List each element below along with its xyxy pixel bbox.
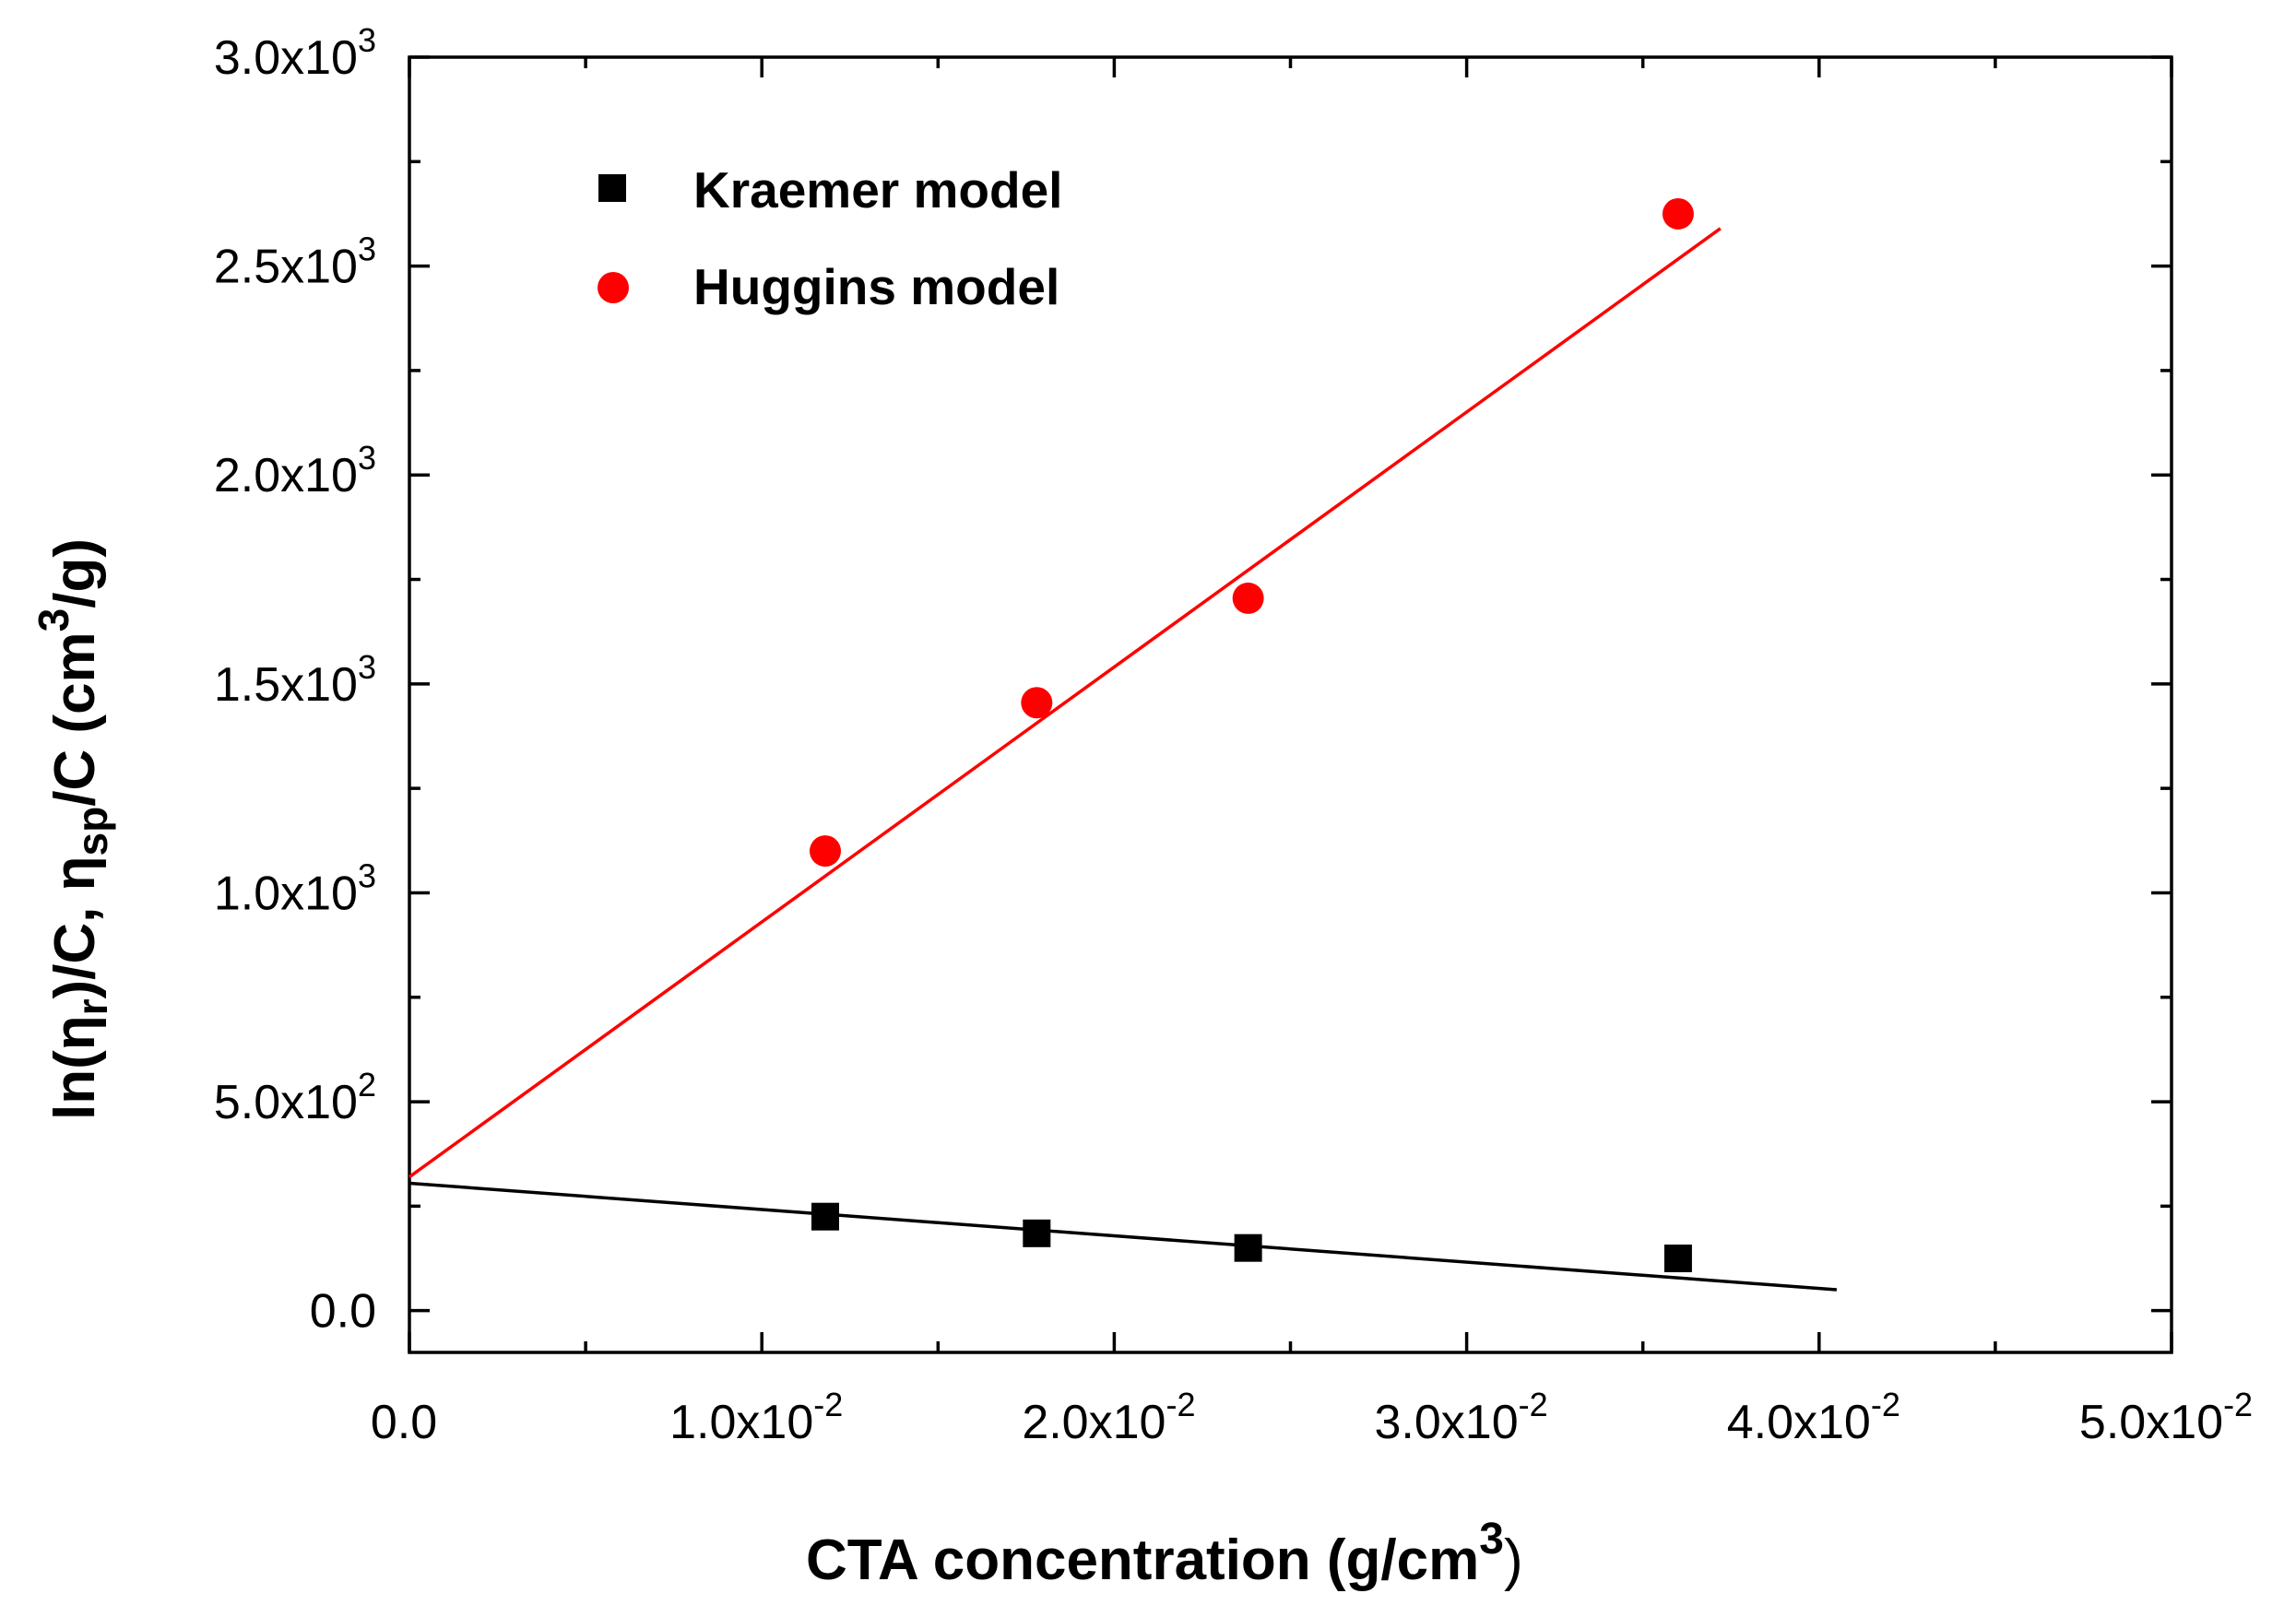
point-kraemer	[811, 1202, 839, 1231]
y-axis-title: ln(ηr)/C, ηsp/C (cm3/g)	[30, 538, 116, 1120]
x-axis-title: CTA concentration (g/cm3)	[806, 1515, 1523, 1592]
y-tick-label: 1.0x103	[214, 856, 376, 920]
point-huggins	[1662, 197, 1694, 230]
x-tick-label: 0.0	[371, 1396, 437, 1449]
legend-label-huggins: Huggins model	[693, 258, 1059, 315]
plot-frame	[408, 55, 2173, 1354]
legend-marker-huggins	[598, 272, 629, 303]
legend: Kraemer model Huggins model	[598, 161, 1062, 315]
point-kraemer	[1663, 1245, 1692, 1273]
y-tick-label: 3.0x103	[214, 21, 376, 85]
data-points	[809, 197, 1694, 1273]
point-kraemer	[1234, 1233, 1262, 1262]
x-tick-label: 4.0x10-2	[1727, 1386, 1900, 1449]
x-tick-label: 2.0x10-2	[1022, 1386, 1195, 1449]
point-huggins	[809, 835, 841, 868]
legend-marker-kraemer	[598, 174, 626, 202]
fit-line-huggins	[408, 227, 1722, 1179]
y-tick-label: 1.5x103	[214, 648, 376, 712]
fit-line-kraemer	[408, 1181, 1838, 1292]
y-tick-label: 0.0	[310, 1285, 376, 1339]
x-tick-label: 1.0x10-2	[669, 1386, 843, 1449]
legend-label-kraemer: Kraemer model	[693, 161, 1062, 218]
point-huggins	[1021, 687, 1053, 719]
axis-ticks	[408, 55, 2173, 1352]
y-tick-label: 2.5x103	[214, 230, 376, 294]
x-tick-label: 3.0x10-2	[1375, 1386, 1548, 1449]
point-huggins	[1232, 582, 1264, 614]
y-tick-label: 5.0x102	[214, 1066, 376, 1129]
fit-lines	[408, 227, 1838, 1292]
point-kraemer	[1023, 1219, 1051, 1247]
x-tick-label: 5.0x10-2	[2079, 1386, 2253, 1449]
y-tick-label: 2.0x103	[214, 439, 376, 502]
tick-labels: 0.0 1.0x10-2 2.0x10-2 3.0x10-2 4.0x10-2 5.0x1…	[214, 21, 2253, 1449]
